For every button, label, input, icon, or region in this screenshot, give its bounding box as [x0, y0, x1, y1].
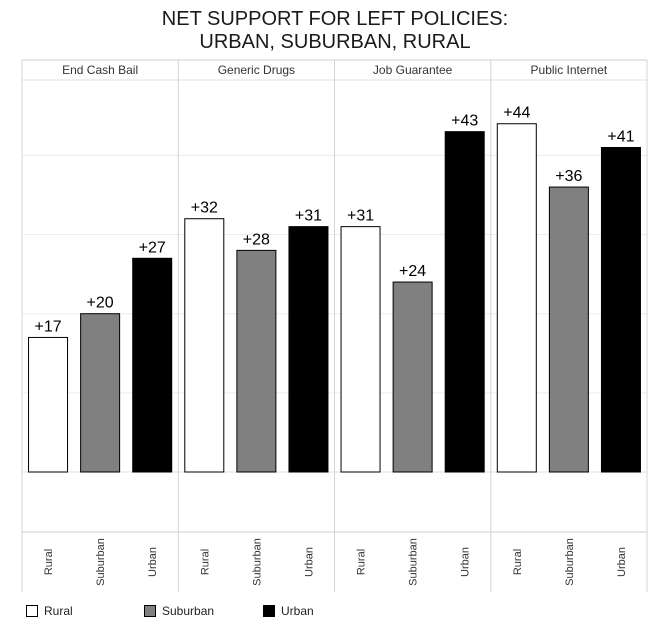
- category-tick-label: Rural: [512, 549, 524, 575]
- bar-suburban: [236, 249, 277, 473]
- bar-urban: [444, 131, 485, 473]
- data-label: +44: [503, 105, 530, 122]
- category-tick-label: Rural: [43, 549, 55, 575]
- data-label: +43: [451, 113, 478, 130]
- legend-swatch-suburban: [144, 605, 156, 617]
- category-tick-label: Rural: [199, 549, 211, 575]
- category-tick-label: Suburban: [408, 538, 420, 586]
- legend-label-suburban: Suburban: [162, 604, 215, 618]
- data-label: +32: [191, 200, 218, 217]
- panel-label: End Cash Bail: [62, 63, 138, 77]
- bar-urban: [600, 146, 641, 473]
- category-tick-label: Urban: [460, 547, 472, 577]
- category-tick-label: Suburban: [564, 538, 576, 586]
- data-label: +31: [347, 208, 374, 225]
- category-tick-label: Urban: [147, 547, 159, 577]
- legend-item-rural: Rural: [26, 602, 73, 620]
- legend-label-urban: Urban: [281, 604, 314, 618]
- bar-rural: [340, 226, 381, 473]
- legend-swatch-urban: [263, 605, 275, 617]
- chart-title-line-1: NET SUPPORT FOR LEFT POLICIES:: [161, 8, 509, 30]
- data-label: +31: [295, 208, 322, 225]
- panel-label: Job Guarantee: [373, 63, 453, 77]
- panel-label: Public Internet: [531, 63, 608, 77]
- legend-item-urban: Urban: [263, 602, 314, 620]
- data-label: +41: [607, 128, 634, 145]
- category-tick-label: Urban: [616, 547, 628, 577]
- category-tick-label: Suburban: [95, 538, 107, 586]
- data-label: +17: [34, 318, 61, 335]
- category-tick-label: Rural: [356, 549, 368, 575]
- data-label: +20: [87, 295, 114, 312]
- data-label: +24: [399, 263, 426, 280]
- chart-title-line-2: URBAN, SUBURBAN, RURAL: [199, 31, 471, 53]
- data-label: +27: [139, 239, 166, 256]
- chart-area: End Cash Bail +17 Rural +20 Suburban +27 Urban…: [21, 59, 648, 592]
- bar-urban: [288, 226, 329, 473]
- bar-urban: [132, 257, 173, 473]
- data-label: +36: [555, 168, 582, 185]
- bar-rural: [496, 123, 537, 473]
- bar-rural: [28, 336, 69, 473]
- bar-rural: [184, 218, 225, 473]
- category-tick-label: Urban: [303, 547, 315, 577]
- legend-swatch-rural: [26, 605, 38, 617]
- panel-label: Generic Drugs: [218, 63, 295, 77]
- category-tick-label: Suburban: [251, 538, 263, 586]
- bar-suburban: [80, 313, 121, 473]
- legend: Rural Suburban Urban: [0, 602, 670, 622]
- legend-label-rural: Rural: [44, 604, 73, 618]
- data-label: +28: [243, 231, 270, 248]
- bar-suburban: [392, 281, 433, 473]
- bar-suburban: [548, 186, 589, 473]
- legend-item-suburban: Suburban: [144, 602, 214, 620]
